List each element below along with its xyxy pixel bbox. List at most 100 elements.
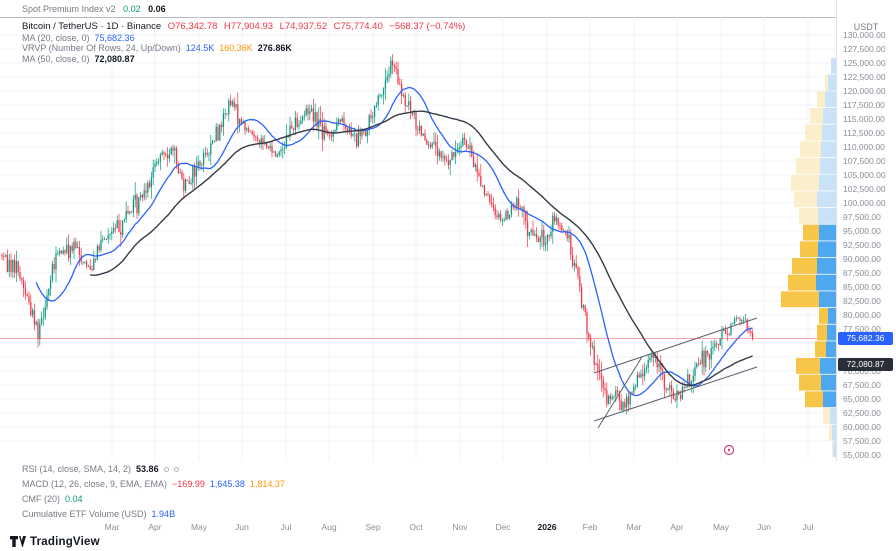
indicator-pane: MACD (12, 26, close, 9, EMA, EMA) −169.99… <box>0 476 896 491</box>
time-axis-label: Feb <box>582 522 598 532</box>
time-axis-label: Mar <box>104 522 120 532</box>
price-axis-label: 110,000.00 <box>843 141 885 152</box>
indicator-value: 0.02 <box>123 4 141 14</box>
price-axis-label: 87,500.00 <box>843 267 881 278</box>
price-axis-label: 62,500.00 <box>843 407 881 418</box>
ohlc-open: O76,342.78 <box>167 21 218 32</box>
price-axis-label: 102,500.00 <box>843 183 886 194</box>
pane-separator[interactable] <box>0 17 896 18</box>
price-axis-label: 95,000.00 <box>843 225 881 236</box>
indicator-value: 0.04 <box>65 494 83 504</box>
price-axis-label: 65,000.00 <box>843 393 881 404</box>
price-axis-label: 122,500.00 <box>843 71 886 82</box>
legend-control-icon[interactable] <box>173 467 179 473</box>
indicator-value: 1.94B <box>151 509 176 519</box>
indicator-label: MA (20, close, 0) <box>22 32 90 43</box>
legend-row[interactable]: Cumulative ETF Volume (USD) 1.94B <box>22 509 175 519</box>
ohlc-change: −568.37 (−0.74%) <box>389 21 466 32</box>
tradingview-logo-icon <box>10 536 26 547</box>
symbol-title: Bitcoin / TetherUS · 1D · Binance <box>22 21 162 32</box>
indicator-value: 1,814.37 <box>249 479 285 489</box>
indicator-label: MACD (12, 26, close, 9, EMA, EMA) <box>22 479 168 489</box>
price-axis-label: 120,000.00 <box>843 85 886 96</box>
price-axis-label: 70,000.00 <box>843 365 881 376</box>
legend-row[interactable]: CMF (20) 0.04 <box>22 494 83 504</box>
price-axis-currency: USDT <box>853 22 879 32</box>
time-axis-label: Jul <box>280 522 292 532</box>
price-axis-label: 90,000.00 <box>843 253 881 264</box>
indicator-value: 53.86 <box>136 464 159 474</box>
indicator-label: CMF (20) <box>22 494 60 504</box>
axis-separator <box>836 0 837 533</box>
time-axis-label: Apr <box>148 522 162 532</box>
legend-row[interactable]: VRVP (Number Of Rows, 24, Up/Down) 124.5K… <box>22 43 465 54</box>
tradingview-logo-text: TradingView <box>30 535 100 548</box>
price-axis-label: 67,500.00 <box>843 379 881 390</box>
time-axis-label: Jun <box>757 522 771 532</box>
indicator-value: 72,080.87 <box>94 53 135 64</box>
legend-row[interactable]: MACD (12, 26, close, 9, EMA, EMA) −169.99… <box>22 479 285 489</box>
time-axis-label: 2026 <box>537 522 557 532</box>
indicator-value: 1,645.38 <box>209 479 245 489</box>
price-tag-ma50: 72,080.87 <box>838 357 893 371</box>
price-axis[interactable]: USDT 130,000.00 127,500.00 125,000.00 122,5… <box>836 17 896 519</box>
time-axis-label: May <box>190 522 208 532</box>
symbol-legend-row[interactable]: Bitcoin / TetherUS · 1D · Binance O76,34… <box>22 21 465 33</box>
indicator-value: 124.5K <box>185 43 215 53</box>
legend-row[interactable]: RSI (14, close, SMA, 14, 2) 53.86 <box>22 464 179 474</box>
time-axis-label: Sep <box>365 522 381 532</box>
time-axis[interactable]: Mar Apr May Jun Jul Aug Sep Oct Nov Dec 2026 Feb Mar… <box>0 519 896 533</box>
price-axis-label: 55,000.00 <box>843 449 881 460</box>
price-axis-label: 92,500.00 <box>843 239 881 250</box>
indicator-label: Spot Premium Index v2 <box>22 4 116 14</box>
indicator-value: 0.06 <box>148 4 166 14</box>
time-axis-label: Mar <box>626 522 642 532</box>
time-axis-label: Oct <box>409 522 423 532</box>
legend-row[interactable]: MA (20, close, 0) 75,682.36 <box>22 33 465 44</box>
main-legend: Bitcoin / TetherUS · 1D · Binance O76,34… <box>22 21 465 64</box>
price-axis-label: 77,500.00 <box>843 323 881 334</box>
price-axis-label: 80,000.00 <box>843 309 881 320</box>
price-axis-label: 115,000.00 <box>843 113 885 124</box>
indicator-pane: RSI (14, close, SMA, 14, 2) 53.86 <box>0 461 896 476</box>
indicator-label: MA (50, close, 0) <box>22 53 90 64</box>
price-axis-label: 107,500.00 <box>843 155 886 166</box>
indicator-value: 276.86K <box>257 43 292 53</box>
ohlc-close: C75,774.40 <box>333 21 383 32</box>
legend-control-icon[interactable] <box>163 467 169 473</box>
indicator-value: −169.99 <box>172 479 205 489</box>
time-axis-label: Dec <box>495 522 511 532</box>
price-axis-label: 97,500.00 <box>843 211 881 222</box>
time-axis-label: Jun <box>235 522 249 532</box>
indicator-label: VRVP (Number Of Rows, 24, Up/Down) <box>22 43 181 53</box>
price-axis-label: 127,500.00 <box>843 43 886 54</box>
price-axis-label: 57,500.00 <box>843 435 881 446</box>
time-axis-label: Jul <box>802 522 814 532</box>
legend-row[interactable]: MA (50, close, 0) 72,080.87 <box>22 54 465 65</box>
tradingview-logo[interactable]: TradingView <box>10 535 100 548</box>
time-axis-label: Aug <box>321 522 337 532</box>
ohlc-values: O76,342.78 H77,904.93 L74,937.52 C75,774… <box>164 21 466 32</box>
price-axis-label: 60,000.00 <box>843 421 881 432</box>
indicator-pane: CMF (20) 0.04 <box>0 491 896 506</box>
time-axis-label: Nov <box>452 522 468 532</box>
price-axis-label: 85,000.00 <box>843 281 881 292</box>
indicator-label: Cumulative ETF Volume (USD) <box>22 509 147 519</box>
price-axis-label: 105,000.00 <box>843 169 886 180</box>
indicator-label: RSI (14, close, SMA, 14, 2) <box>22 464 132 474</box>
indicator-value: 160.36K <box>219 43 253 53</box>
legend-spot-premium-index[interactable]: Spot Premium Index v2 0.02 0.06 <box>22 4 166 14</box>
time-axis-label: May <box>712 522 730 532</box>
price-axis-label: 125,000.00 <box>843 57 886 68</box>
indicator-pane: Cumulative ETF Volume (USD) 1.94B <box>0 506 896 519</box>
price-axis-label: 82,500.00 <box>843 295 881 306</box>
price-tag-ma20: 75,682.36 <box>838 332 893 346</box>
ohlc-high: H77,904.93 <box>223 21 274 32</box>
pane-spot-premium-index: Spot Premium Index v2 0.02 0.06 <box>0 0 896 17</box>
price-axis-label: 100,000.00 <box>843 197 886 208</box>
price-axis-label: 112,500.00 <box>843 127 885 138</box>
price-chart-canvas[interactable] <box>0 17 836 461</box>
ohlc-low: L74,937.52 <box>279 21 328 32</box>
time-axis-label: Apr <box>670 522 684 532</box>
